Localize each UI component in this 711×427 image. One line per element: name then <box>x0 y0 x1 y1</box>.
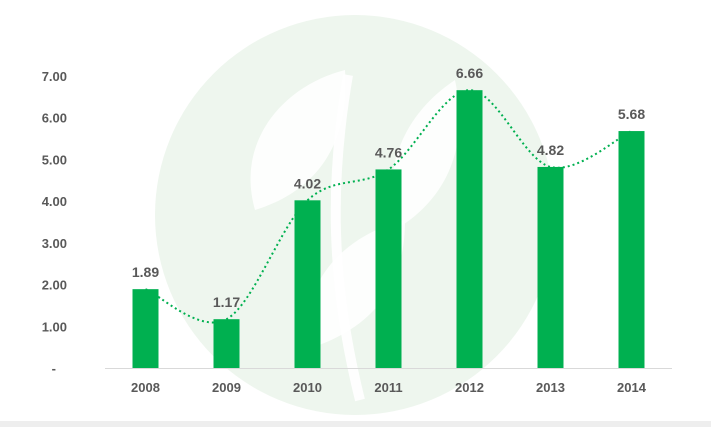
data-label: 5.68 <box>618 106 645 122</box>
bar <box>618 131 645 368</box>
x-tick-label: 2011 <box>374 380 402 395</box>
bar <box>375 169 402 368</box>
watermark-leaf <box>391 80 460 230</box>
bars <box>132 90 645 368</box>
data-label: 1.17 <box>213 294 240 310</box>
x-tick-label: 2008 <box>131 380 160 395</box>
bar <box>537 166 564 368</box>
y-tick-label: 5.00 <box>42 152 67 167</box>
data-label: 4.82 <box>537 142 564 158</box>
bar <box>456 90 483 368</box>
x-tick-label: 2010 <box>293 380 322 395</box>
y-tick-label: 4.00 <box>42 194 67 209</box>
data-labels: 1.89 1.17 4.02 4.76 6.66 4.82 5.68 <box>132 65 645 310</box>
y-tick-label: 7.00 <box>42 69 67 84</box>
bar <box>294 200 321 368</box>
bar <box>132 289 159 368</box>
x-tick-label: 2012 <box>455 380 484 395</box>
x-axis-labels: 2008 2009 2010 2011 2012 2013 2014 <box>131 380 647 395</box>
data-label: 4.76 <box>375 144 402 160</box>
x-tick-label: 2014 <box>617 380 647 395</box>
watermark-stem <box>330 74 365 402</box>
watermark-leaf <box>250 70 346 210</box>
y-tick-label: 6.00 <box>42 111 67 126</box>
y-axis-ticks: - 1.00 2.00 3.00 4.00 5.00 6.00 7.00 <box>42 69 67 376</box>
y-tick-label: - <box>52 361 56 376</box>
y-tick-label: 2.00 <box>42 278 67 293</box>
y-tick-label: 3.00 <box>42 236 67 251</box>
bottom-rule <box>0 421 711 427</box>
y-tick-label: 1.00 <box>42 319 67 334</box>
bar <box>213 319 240 368</box>
data-label: 6.66 <box>456 65 483 81</box>
data-label: 1.89 <box>132 264 159 280</box>
data-label: 4.02 <box>294 175 321 191</box>
x-tick-label: 2013 <box>536 380 565 395</box>
trendline <box>145 89 632 324</box>
x-tick-label: 2009 <box>212 380 241 395</box>
